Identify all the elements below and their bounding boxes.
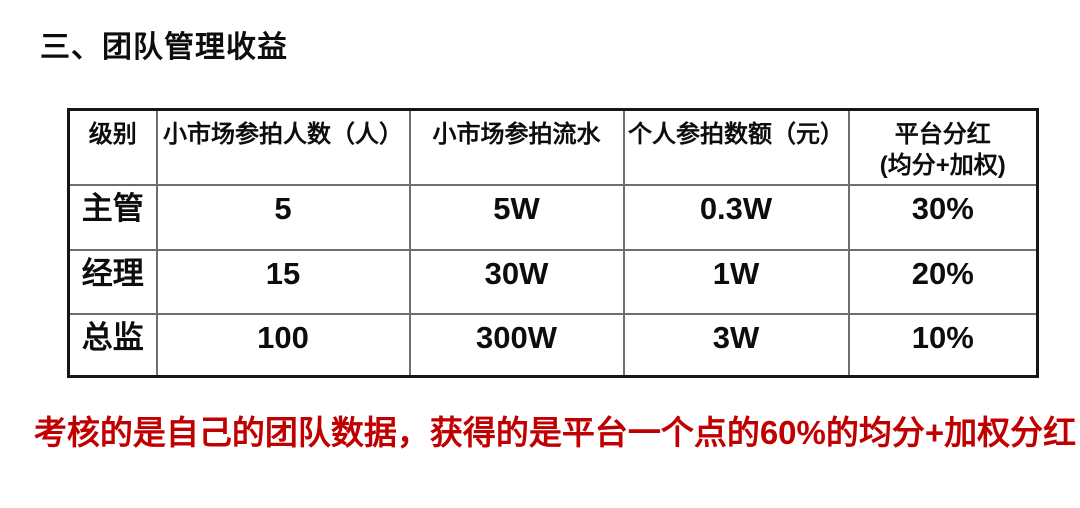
table-row-manager: 经理 15 30W 1W 20% — [67, 248, 1039, 315]
cell-level: 经理 — [67, 248, 158, 315]
page-title: 三、团队管理收益 — [40, 31, 288, 64]
cell-personal-amount: 1W — [622, 248, 850, 315]
cell-platform-dividend: 30% — [847, 183, 1039, 251]
cell-market-turnover: 30W — [408, 248, 625, 315]
table-row-director: 总监 100 300W 3W 10% — [67, 312, 1039, 378]
cell-market-turnover: 5W — [408, 183, 625, 251]
cell-market-participants: 100 — [155, 312, 411, 378]
header-cell-market-turnover: 小市场参拍流水 — [408, 108, 625, 186]
cell-level: 总监 — [67, 312, 158, 378]
table-header-row: 级别 小市场参拍人数（人） 小市场参拍流水 个人参拍数额（元） 平台分红 (均分… — [67, 108, 1039, 186]
header-cell-market-participants: 小市场参拍人数（人） — [155, 108, 411, 186]
cell-level: 主管 — [67, 183, 158, 251]
assessment-footnote: 考核的是自己的团队数据，获得的是平台一个点的60%的均分+加权分红 — [33, 414, 1077, 451]
cell-market-turnover: 300W — [408, 312, 625, 378]
cell-platform-dividend: 10% — [847, 312, 1039, 378]
header-cell-level: 级别 — [67, 108, 158, 186]
header-cell-personal-amount: 个人参拍数额（元） — [622, 108, 850, 186]
cell-market-participants: 5 — [155, 183, 411, 251]
table-row-supervisor: 主管 5 5W 0.3W 30% — [67, 183, 1039, 251]
team-benefits-table: 级别 小市场参拍人数（人） 小市场参拍流水 个人参拍数额（元） 平台分红 (均分… — [67, 108, 1039, 378]
cell-market-participants: 15 — [155, 248, 411, 315]
cell-platform-dividend: 20% — [847, 248, 1039, 315]
header-cell-platform-dividend: 平台分红 (均分+加权) — [847, 108, 1039, 186]
cell-personal-amount: 0.3W — [622, 183, 850, 251]
cell-personal-amount: 3W — [622, 312, 850, 378]
